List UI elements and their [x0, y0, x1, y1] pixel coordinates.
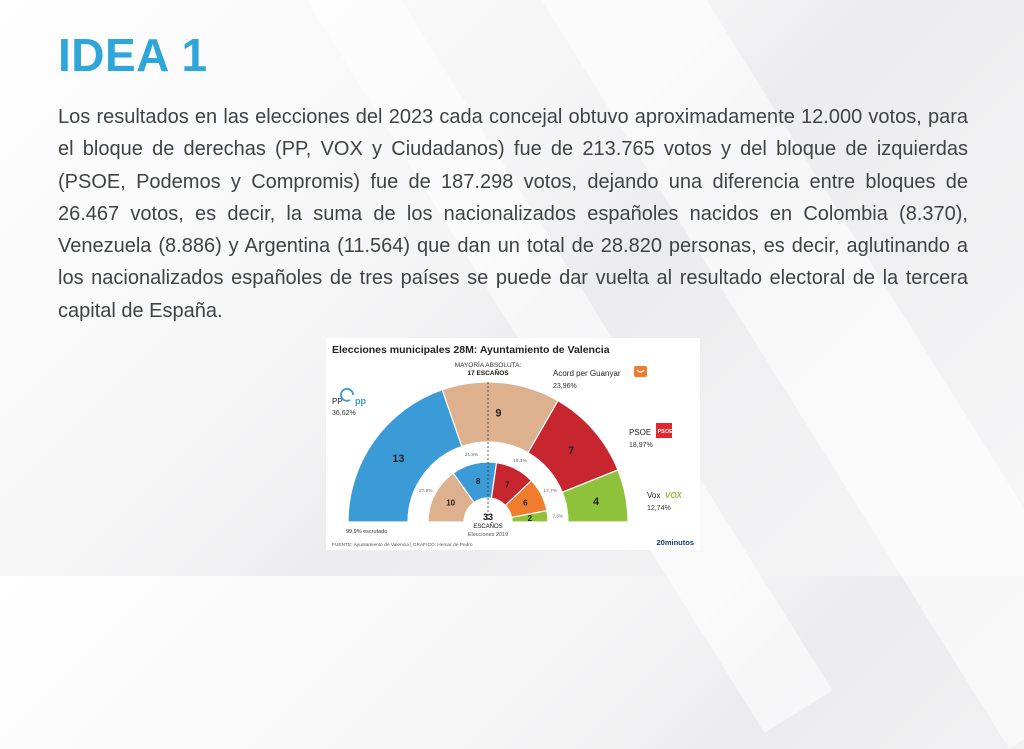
- legend-psoe-pct: 18,97%: [629, 442, 653, 449]
- inner-2019-pct-label: 21,8%: [465, 452, 479, 458]
- chart-title: Elecciones municipales 28M: Ayuntamiento…: [332, 344, 610, 356]
- total-seats-label: ESCAÑOS: [473, 523, 502, 530]
- outer-2023-seat-label: 13: [392, 453, 404, 465]
- inner-2019-seat-label: 8: [476, 477, 481, 486]
- election-chart: Elecciones municipales 28M: Ayuntamiento…: [326, 338, 700, 550]
- svg-text:PSOE: PSOE: [658, 429, 674, 435]
- legend-vox-name: Vox: [647, 491, 660, 500]
- legend-acord-name: Acord per Guanyar: [553, 369, 621, 378]
- legend-pp-pct: 36,62%: [332, 410, 356, 417]
- inner-2019-seat-label: 6: [523, 499, 528, 508]
- chart-source: FUENTE: Ayuntamiento de Valencia | GRÁFI…: [332, 541, 473, 548]
- majority-seats-label: 17 ESCAÑOS: [467, 368, 509, 377]
- outer-2023-vox-arc: [561, 469, 629, 523]
- pp-logo-icon: pp: [340, 387, 366, 406]
- inner-2019-pct-label: 27,6%: [419, 488, 433, 494]
- outer-2023-seat-label: 4: [593, 496, 600, 508]
- legend-vox-pct: 12,74%: [647, 505, 671, 512]
- brand-20minutos: 20minutos: [656, 538, 694, 547]
- total-seats: 33: [483, 512, 493, 522]
- election-chart-svg: Elecciones municipales 28M: Ayuntamiento…: [326, 338, 700, 550]
- inner-2019-seat-label: 7: [505, 480, 510, 489]
- inner-2019-pct-label: 7,3%: [552, 513, 564, 519]
- psoe-logo-icon: PSOE: [656, 423, 673, 438]
- slide-title: IDEA 1: [58, 29, 208, 81]
- scrutiny-note: 99,9% escrutado: [346, 529, 387, 535]
- inner-2019-pct-label: 19,3%: [513, 458, 527, 464]
- inner-ring-label: Elecciones 2019: [468, 532, 508, 538]
- inner-2019-seat-label: 2: [528, 514, 533, 523]
- vox-logo-icon: VOX: [665, 491, 683, 500]
- legend-acord-pct: 23,96%: [553, 383, 577, 390]
- svg-text:pp: pp: [355, 396, 366, 406]
- legend-psoe-name: PSOE: [629, 428, 651, 437]
- outer-2023-seat-label: 7: [568, 445, 574, 457]
- inner-2019-seat-label: 10: [446, 499, 455, 508]
- slide-body-text: Los resultados en las elecciones del 202…: [58, 106, 968, 322]
- inner-2019-pct-label: 17,7%: [543, 488, 557, 494]
- inner-2019-vox-arc: [510, 509, 549, 523]
- compromis-logo-icon: [634, 366, 647, 377]
- legend-pp-name: PP: [332, 397, 343, 406]
- outer-2023-seat-label: 9: [495, 407, 501, 419]
- majority-label: MAYORÍA ABSOLUTA:: [455, 360, 522, 369]
